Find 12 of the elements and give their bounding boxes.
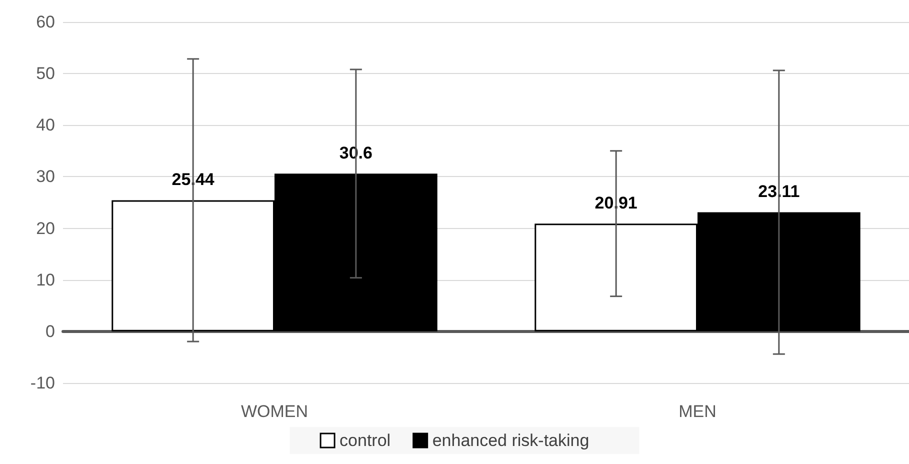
y-tick-label: 10 — [36, 270, 55, 290]
y-tick-label: 60 — [36, 12, 55, 32]
y-tick-label: 40 — [36, 116, 55, 135]
y-tick-label: 50 — [36, 64, 55, 84]
legend-label: enhanced risk-taking — [432, 431, 590, 450]
x-tick-label: WOMEN — [240, 402, 308, 421]
x-tick-label: MEN — [678, 402, 716, 421]
y-tick-label: 0 — [46, 322, 55, 341]
y-tick-label: -10 — [30, 374, 55, 392]
legend-label: control — [340, 431, 391, 450]
y-tick-label: 30 — [36, 167, 55, 186]
y-tick-label: 20 — [36, 218, 55, 238]
